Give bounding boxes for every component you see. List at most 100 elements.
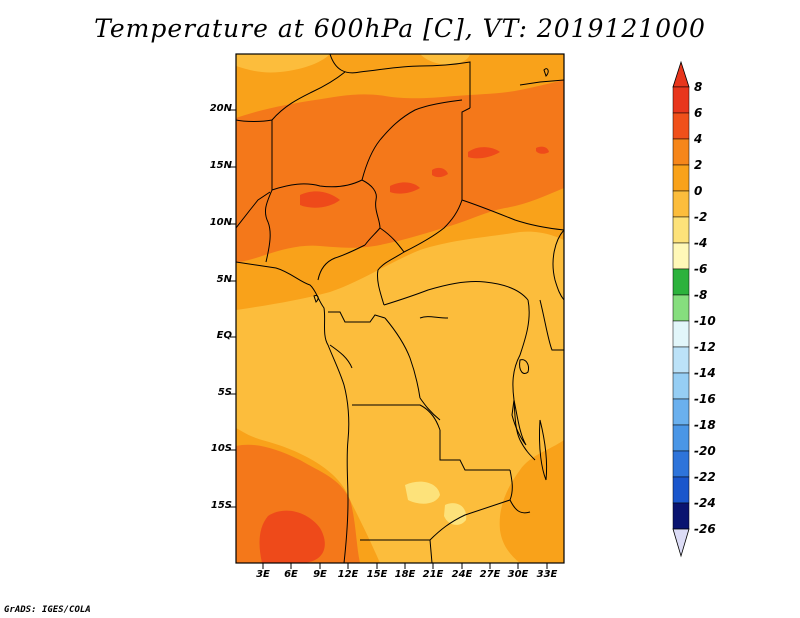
colorbar-label: -24: [694, 496, 716, 510]
lat-label: 15S: [210, 500, 232, 511]
border: [429, 499, 511, 541]
colorbar-segment: [672, 320, 690, 348]
colorbar-segment: [672, 502, 690, 530]
colorbar-segment: [672, 242, 690, 270]
border: [379, 199, 463, 253]
colorbar: [672, 60, 690, 558]
border: [236, 191, 271, 229]
border: [513, 399, 536, 461]
border: [384, 317, 421, 399]
lake: [539, 419, 548, 481]
field-gt-6: [468, 147, 500, 159]
field-gt-6: [259, 510, 325, 563]
lake: [543, 68, 549, 77]
border: [271, 71, 346, 121]
colorbar-segment: [672, 398, 690, 426]
border: [361, 99, 463, 181]
border: [271, 179, 363, 191]
colorbar-label: -8: [694, 288, 708, 302]
colorbar-segment: [672, 476, 690, 504]
border: [328, 311, 386, 323]
lake: [419, 316, 449, 319]
colorbar-label: -26: [694, 522, 716, 536]
colorbar-bottom-arrow: [672, 528, 690, 558]
lake: [511, 399, 527, 446]
lat-label: 5S: [217, 387, 232, 398]
lon-label: 9E: [313, 569, 327, 580]
border: [461, 107, 471, 200]
colorbar-segment: [672, 450, 690, 478]
field-m2-to-0: [405, 481, 440, 504]
lat-label: 15N: [209, 160, 232, 171]
border: [519, 79, 564, 86]
colorbar-label: -14: [694, 366, 716, 380]
lon-label: 18E: [394, 569, 416, 580]
credit-text: GrADS: IGES/COLA: [4, 605, 91, 615]
border: [383, 281, 529, 306]
lat-ticks: [230, 109, 236, 508]
border: [509, 469, 531, 514]
lon-label: 15E: [366, 569, 388, 580]
colorbar-label: -2: [694, 210, 708, 224]
border: [329, 344, 353, 369]
border: [439, 430, 510, 471]
colorbar-label: 8: [694, 80, 703, 94]
colorbar-segment: [672, 86, 690, 114]
field-0-to-2: [236, 231, 564, 563]
colorbar-label: -12: [694, 340, 716, 354]
lon-label: 21E: [422, 569, 444, 580]
border: [236, 119, 273, 122]
colorbar-segment: [672, 346, 690, 374]
colorbar-label: -16: [694, 392, 716, 406]
colorbar-segment: [672, 138, 690, 166]
border: [317, 244, 366, 281]
colorbar-segment: [672, 190, 690, 218]
colorbar-segment: [672, 268, 690, 296]
border: [461, 199, 564, 231]
colorbar-segment: [672, 216, 690, 244]
border: [377, 251, 405, 306]
border: [265, 120, 273, 263]
colorbar-segment: [672, 424, 690, 452]
border: [552, 229, 564, 301]
colorbar-label: 0: [694, 184, 703, 198]
field-4-to-6: [236, 80, 564, 262]
colorbar-label: 2: [694, 158, 703, 172]
lon-label: 27E: [479, 569, 501, 580]
colorbar-label: -4: [694, 236, 708, 250]
border: [352, 404, 441, 431]
border: [329, 54, 471, 108]
map-frame: [235, 53, 565, 564]
colorbar-label: -22: [694, 470, 716, 484]
colorbar-top-arrow: [672, 60, 690, 88]
colorbar-label: -6: [694, 262, 708, 276]
border: [361, 179, 381, 246]
lat-label: 10N: [209, 217, 232, 228]
lon-label: 33E: [536, 569, 558, 580]
coastline: [236, 261, 350, 563]
colorbar-segment: [672, 164, 690, 192]
lon-ticks: [262, 563, 548, 569]
field-gt-6: [536, 146, 549, 154]
lon-label: 24E: [451, 569, 473, 580]
colorbar-label: -18: [694, 418, 716, 432]
lon-label: 30E: [507, 569, 529, 580]
colorbar-label: 4: [694, 132, 703, 146]
field-0-to-2: [236, 54, 330, 73]
chart-title: Temperature at 600hPa [C], VT: 201912100…: [94, 14, 706, 43]
lon-label: 6E: [284, 569, 298, 580]
field-m2-to-0: [444, 503, 467, 525]
lon-label: 3E: [256, 569, 270, 580]
field-gt-6: [432, 167, 448, 178]
lat-label: 5N: [216, 274, 232, 285]
border: [539, 299, 564, 351]
colorbar-segment: [672, 112, 690, 140]
lon-label: 12E: [337, 569, 359, 580]
field-gt-6: [390, 182, 420, 194]
border: [512, 299, 530, 401]
colorbar-label: 6: [694, 106, 703, 120]
lake: [313, 295, 319, 303]
lat-label: 20N: [209, 103, 232, 114]
lat-label: 10S: [210, 443, 232, 454]
